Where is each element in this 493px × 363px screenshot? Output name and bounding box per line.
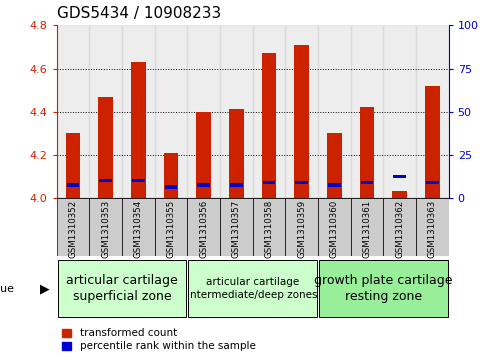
Bar	[89, 25, 122, 198]
Bar	[164, 152, 178, 198]
Bar	[359, 107, 374, 198]
Bar	[229, 110, 244, 198]
Bar	[361, 181, 373, 184]
Text: GSM1310360: GSM1310360	[330, 200, 339, 258]
Bar	[188, 260, 317, 317]
Text: ▶: ▶	[39, 282, 49, 295]
Bar	[198, 183, 210, 187]
Bar	[57, 198, 89, 256]
Text: GSM1310358: GSM1310358	[264, 200, 274, 258]
Text: articular cartilage
intermediate/deep zones: articular cartilage intermediate/deep zo…	[187, 277, 318, 300]
Bar	[132, 179, 144, 182]
Text: GSM1310354: GSM1310354	[134, 200, 143, 258]
Text: GSM1310359: GSM1310359	[297, 200, 306, 258]
Legend: transformed count, percentile rank within the sample: transformed count, percentile rank withi…	[62, 328, 255, 351]
Bar	[89, 198, 122, 256]
Text: GSM1310355: GSM1310355	[167, 200, 176, 258]
Bar	[416, 198, 449, 256]
Text: growth plate cartilage
resting zone: growth plate cartilage resting zone	[314, 274, 453, 303]
Text: GSM1310353: GSM1310353	[101, 200, 110, 258]
Bar	[187, 25, 220, 198]
Bar	[98, 97, 113, 198]
Text: GDS5434 / 10908233: GDS5434 / 10908233	[57, 7, 221, 21]
Bar	[383, 25, 416, 198]
Bar	[295, 181, 308, 184]
Bar	[122, 198, 155, 256]
Bar	[318, 25, 351, 198]
Bar	[263, 181, 275, 184]
Text: GSM1310363: GSM1310363	[428, 200, 437, 258]
Bar	[416, 25, 449, 198]
Bar	[252, 198, 285, 256]
Text: GSM1310352: GSM1310352	[69, 200, 77, 258]
Bar	[100, 179, 112, 182]
Bar	[155, 198, 187, 256]
Bar	[294, 45, 309, 198]
Bar	[67, 183, 79, 187]
Bar	[351, 198, 383, 256]
Bar	[252, 25, 285, 198]
Bar	[131, 62, 146, 198]
Bar	[319, 260, 448, 317]
Bar	[285, 25, 318, 198]
Bar	[165, 185, 177, 189]
Bar	[220, 25, 252, 198]
Bar	[58, 260, 186, 317]
Bar	[351, 25, 383, 198]
Text: articular cartilage
superficial zone: articular cartilage superficial zone	[66, 274, 178, 303]
Bar	[393, 175, 406, 178]
Bar	[187, 198, 220, 256]
Bar	[230, 183, 243, 187]
Bar	[327, 133, 342, 198]
Text: GSM1310361: GSM1310361	[362, 200, 372, 258]
Bar	[426, 181, 438, 184]
Bar	[285, 198, 318, 256]
Bar	[122, 25, 155, 198]
Bar	[383, 198, 416, 256]
Text: GSM1310362: GSM1310362	[395, 200, 404, 258]
Bar	[196, 111, 211, 198]
Bar	[155, 25, 187, 198]
Bar	[392, 191, 407, 198]
Text: GSM1310356: GSM1310356	[199, 200, 208, 258]
Bar	[66, 133, 80, 198]
Text: tissue: tissue	[0, 284, 15, 294]
Bar	[318, 198, 351, 256]
Bar	[220, 198, 252, 256]
Bar	[425, 86, 440, 198]
Text: GSM1310357: GSM1310357	[232, 200, 241, 258]
Bar	[57, 25, 89, 198]
Bar	[262, 53, 277, 198]
Bar	[328, 183, 341, 187]
